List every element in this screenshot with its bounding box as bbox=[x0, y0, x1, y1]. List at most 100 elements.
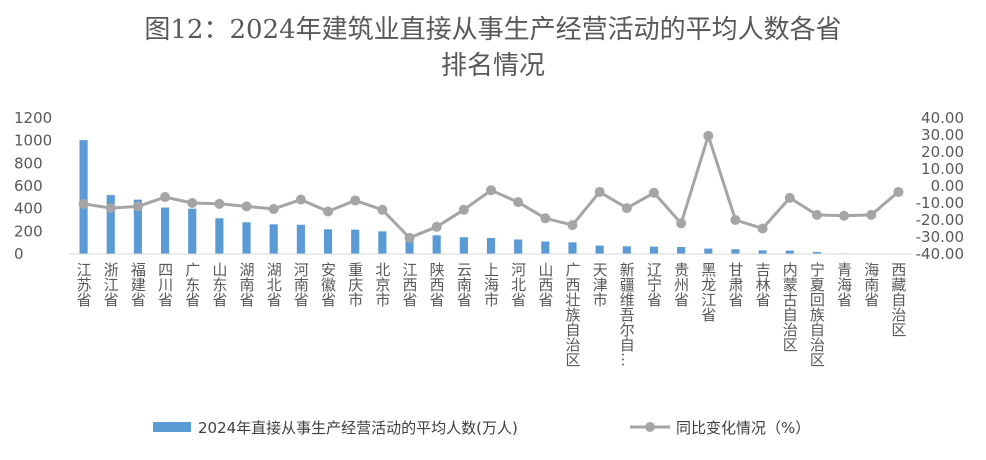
left-tick-label: 800 bbox=[14, 154, 43, 172]
category-label: 江西省 bbox=[401, 262, 419, 307]
category-label: 云南省 bbox=[455, 262, 473, 307]
right-tick-label: -20.00 bbox=[916, 211, 964, 229]
bar bbox=[568, 242, 577, 254]
line-point bbox=[703, 130, 714, 141]
line-point bbox=[458, 204, 469, 215]
line-point bbox=[350, 195, 361, 206]
right-tick-label: 20.00 bbox=[921, 143, 964, 161]
line-point bbox=[594, 186, 605, 197]
category-labels: 江苏省 浙江省 福建省 四川省 广东省 山东省 湖南省 湖北省 河南省 安徽省 重庆市 北京市 江西省陕… bbox=[75, 262, 908, 367]
category-label: 河北省 bbox=[509, 262, 527, 307]
line-point bbox=[295, 194, 306, 205]
line-point bbox=[160, 192, 171, 203]
left-tick-label: 600 bbox=[14, 177, 43, 195]
bar bbox=[242, 222, 251, 254]
line-series bbox=[78, 130, 904, 243]
category-label: 浙江省 bbox=[102, 262, 120, 307]
category-label: 西藏自治区 bbox=[889, 262, 907, 337]
bar bbox=[323, 229, 333, 254]
line-point bbox=[784, 192, 795, 203]
line-point bbox=[621, 203, 632, 214]
line-point bbox=[105, 203, 116, 214]
category-label: 天津市 bbox=[591, 262, 609, 307]
category-label: 辽宁省 bbox=[645, 262, 663, 307]
category-label: 安徽省 bbox=[319, 262, 337, 307]
left-tick-label: 200 bbox=[14, 222, 43, 240]
category-label: 河南省 bbox=[292, 262, 310, 307]
chart-title-line1: 图12：2024年建筑业直接从事生产经营活动的平均人数各省 bbox=[144, 15, 842, 45]
bar bbox=[731, 249, 740, 254]
right-axis: -40.00-30.00-20.00-10.000.0010.0020.0030… bbox=[916, 109, 964, 263]
bar bbox=[595, 245, 604, 254]
left-tick-label: 1200 bbox=[14, 109, 52, 127]
category-label: 广东省 bbox=[183, 262, 201, 307]
line-point bbox=[540, 213, 551, 224]
category-label: 海南省 bbox=[862, 262, 880, 307]
left-tick-label: 1000 bbox=[14, 132, 52, 150]
line-point bbox=[377, 204, 388, 215]
line-point bbox=[431, 221, 442, 232]
legend-line-label: 同比变化情况（%） bbox=[676, 419, 810, 437]
line-point bbox=[866, 209, 877, 220]
legend-bar-label: 2024年直接从事生产经营活动的平均人数(万人) bbox=[198, 419, 518, 437]
bar bbox=[812, 251, 822, 254]
category-label: 山东省 bbox=[210, 262, 228, 307]
line-point bbox=[676, 218, 687, 229]
bar bbox=[514, 239, 523, 254]
category-label: 宁夏回族自治区 bbox=[808, 262, 826, 367]
line-point bbox=[323, 206, 334, 217]
bar bbox=[486, 237, 496, 254]
category-label: 甘肃省 bbox=[726, 262, 744, 307]
bar bbox=[79, 140, 88, 254]
right-tick-label: -40.00 bbox=[916, 245, 964, 263]
right-tick-label: 0.00 bbox=[931, 177, 964, 195]
left-axis: 0 200 400 600 800 1000 1200 bbox=[14, 109, 52, 263]
line-point bbox=[241, 201, 252, 212]
bar bbox=[622, 246, 631, 254]
line-point bbox=[187, 198, 198, 208]
line-point bbox=[730, 215, 741, 225]
bar bbox=[432, 235, 441, 254]
bar bbox=[459, 237, 468, 254]
line-point bbox=[811, 209, 822, 220]
category-label: 新疆维吾尔自… bbox=[618, 262, 636, 367]
category-label: 上海市 bbox=[482, 262, 500, 307]
line-point bbox=[132, 201, 143, 212]
chart-title-line2: 排名情况 bbox=[440, 51, 545, 81]
line-point bbox=[839, 210, 850, 221]
category-label: 北京市 bbox=[373, 262, 391, 307]
legend-bar-swatch bbox=[153, 422, 191, 432]
bar bbox=[269, 224, 278, 254]
category-label: 湖北省 bbox=[265, 262, 283, 307]
bar bbox=[188, 208, 197, 254]
category-label: 吉林省 bbox=[754, 262, 772, 307]
line-point bbox=[78, 198, 89, 209]
bar bbox=[649, 246, 659, 254]
category-label: 湖南省 bbox=[238, 262, 256, 307]
legend: 2024年直接从事生产经营活动的平均人数(万人) 同比变化情况（%） bbox=[153, 419, 810, 437]
category-label: 广西壮族自治区 bbox=[563, 262, 581, 367]
bar bbox=[351, 229, 360, 254]
right-tick-label: -30.00 bbox=[916, 228, 964, 246]
category-label: 重庆市 bbox=[346, 262, 364, 307]
bar bbox=[106, 195, 115, 254]
bar bbox=[704, 248, 713, 254]
bar bbox=[296, 224, 305, 254]
category-label: 山西省 bbox=[536, 262, 554, 307]
category-label: 江苏省 bbox=[75, 262, 93, 307]
right-tick-label: 40.00 bbox=[921, 109, 964, 127]
right-tick-label: 30.00 bbox=[921, 126, 964, 144]
bar-series bbox=[79, 140, 903, 255]
chart-title: 图12：2024年建筑业直接从事生产经营活动的平均人数各省 排名情况 bbox=[0, 12, 986, 84]
category-label: 陕西省 bbox=[428, 262, 446, 307]
right-tick-label: 10.00 bbox=[921, 160, 964, 178]
category-label: 贵州省 bbox=[672, 262, 690, 307]
category-label: 青海省 bbox=[835, 262, 853, 307]
bar bbox=[785, 250, 794, 254]
legend-line-marker bbox=[645, 422, 655, 432]
bar bbox=[677, 246, 686, 254]
bar bbox=[541, 241, 550, 254]
line-point bbox=[567, 220, 578, 231]
line-point bbox=[893, 186, 904, 197]
